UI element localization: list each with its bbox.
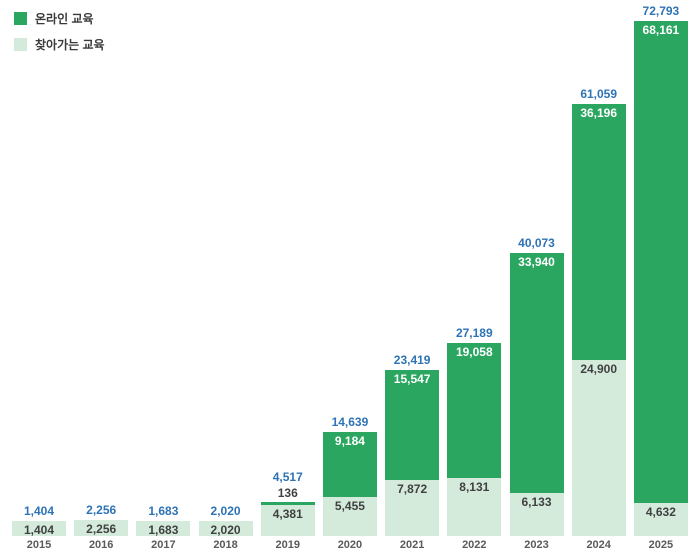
total-label-2016: 2,256 — [86, 503, 117, 517]
bar-2017: 1,683 — [136, 521, 191, 537]
bar-2023: 33,940 6,133 — [509, 253, 564, 536]
legend: 온라인 교육 찾아가는 교육 — [14, 10, 105, 53]
total-label-2025: 72,793 — [642, 4, 680, 18]
visiting-segment-label-2023: 6,133 — [521, 495, 552, 509]
x-axis-label-2025: 2025 — [648, 539, 674, 551]
bar-segment-online-2025: 68,161 — [633, 21, 688, 503]
x-axis: 2015 2016 2017 2018 2019 2020 2021 2022 2023 2024… — [0, 539, 700, 551]
bar-segment-visiting-2015: 1,404 — [12, 521, 66, 536]
bar-segment-visiting-2021: 7,872 — [385, 480, 440, 536]
online-segment-label-2025: 68,161 — [642, 23, 680, 37]
legend-label-visiting: 찾아가는 교육 — [35, 38, 105, 52]
bar-2022: 19,058 8,131 — [447, 343, 502, 536]
total-label-2024: 61,059 — [580, 87, 618, 101]
legend-item-visiting: 찾아가는 교육 — [14, 36, 105, 53]
total-label-2021: 23,419 — [393, 353, 431, 367]
bar-group-2021: 23,419 15,547 7,872 — [385, 353, 440, 536]
x-axis-label-2020: 2020 — [337, 539, 363, 551]
bar-2024: 36,196 24,900 — [571, 104, 626, 536]
visiting-segment-label-2022: 8,131 — [459, 480, 490, 494]
bar-group-2018: 2,020 2,020 — [198, 504, 253, 537]
bar-segment-online-2019 — [260, 502, 315, 505]
plot-area: 1,404 1,404 2,256 2,256 1,683 1,683 2,020 2,020… — [12, 4, 688, 537]
bar-2021: 15,547 7,872 — [385, 370, 440, 536]
bar-segment-online-2024: 36,196 — [571, 104, 626, 360]
bar-segment-visiting-2017: 1,683 — [136, 521, 191, 537]
x-axis-label-2023: 2023 — [524, 539, 549, 551]
total-label-2020: 14,639 — [331, 415, 369, 429]
x-axis-label-2022: 2022 — [462, 539, 487, 551]
x-axis-label-2017: 2017 — [151, 539, 176, 551]
bar-segment-visiting-2023: 6,133 — [509, 493, 564, 536]
bar-2025: 68,161 4,632 — [633, 21, 688, 536]
visiting-segment-label-2019: 4,381 — [272, 507, 303, 521]
x-axis-label-2024: 2024 — [586, 539, 611, 551]
bar-segment-visiting-2025: 4,632 — [633, 503, 688, 536]
bar-group-2016: 2,256 2,256 — [74, 503, 129, 536]
total-label-2022: 27,189 — [455, 326, 493, 340]
visiting-segment-label-2018: 2,020 — [210, 523, 241, 537]
visiting-segment-label-2015: 1,404 — [23, 523, 55, 537]
online-segment-label-2022: 19,058 — [455, 345, 493, 359]
x-axis-label-2015: 2015 — [26, 539, 52, 551]
bar-segment-visiting-2022: 8,131 — [447, 478, 502, 536]
online-segment-label-2020: 9,184 — [334, 434, 365, 448]
x-axis-label-2016: 2016 — [88, 539, 114, 551]
x-axis-label-2018: 2018 — [213, 539, 238, 551]
total-label-2018: 2,020 — [210, 504, 241, 518]
total-label-2019: 4,517 — [272, 470, 303, 484]
online-outside-label-2019: 136 — [277, 486, 298, 500]
bar-group-2020: 14,639 9,184 5,455 — [322, 415, 377, 536]
bar-group-2019: 4,517 136 4,381 — [260, 470, 315, 536]
x-axis-label-2021: 2021 — [399, 539, 425, 551]
total-label-2023: 40,073 — [518, 236, 555, 250]
bar-segment-visiting-2024: 24,900 — [571, 360, 626, 536]
bar-2016: 2,256 — [74, 520, 129, 536]
x-axis-label-2019: 2019 — [275, 539, 300, 551]
bar-segment-visiting-2019: 4,381 — [260, 505, 315, 536]
bar-2020: 9,184 5,455 — [322, 432, 377, 536]
bar-segment-visiting-2018: 2,020 — [198, 521, 253, 537]
bar-segment-visiting-2020: 5,455 — [322, 497, 377, 536]
bar-group-2017: 1,683 1,683 — [136, 504, 191, 537]
visiting-legend-swatch-icon — [14, 38, 27, 51]
total-label-2017: 1,683 — [148, 504, 179, 518]
visiting-segment-label-2021: 7,872 — [397, 482, 428, 496]
visiting-segment-label-2025: 4,632 — [645, 505, 676, 519]
online-segment-label-2024: 36,196 — [580, 106, 618, 120]
bar-segment-online-2022: 19,058 — [447, 343, 502, 478]
online-legend-swatch-icon — [14, 12, 27, 25]
bar-group-2025: 72,793 68,161 4,632 — [633, 4, 688, 536]
bar-segment-online-2023: 33,940 — [509, 253, 564, 493]
bar-group-2023: 40,073 33,940 6,133 — [509, 236, 564, 536]
bar-segment-online-2021: 15,547 — [385, 370, 440, 480]
visiting-segment-label-2020: 5,455 — [334, 499, 365, 513]
bar-segment-online-2020: 9,184 — [322, 432, 377, 497]
bar-group-2015: 1,404 1,404 — [12, 504, 66, 536]
bar-2019: 4,381 — [260, 502, 315, 536]
total-label-2015: 1,404 — [23, 504, 55, 518]
legend-item-online: 온라인 교육 — [14, 10, 105, 27]
online-segment-label-2021: 15,547 — [393, 372, 431, 386]
bar-segment-visiting-2016: 2,256 — [74, 520, 129, 536]
legend-label-online: 온라인 교육 — [35, 12, 94, 26]
visiting-segment-label-2017: 1,683 — [148, 523, 179, 537]
bar-2018: 2,020 — [198, 521, 253, 537]
online-segment-label-2023: 33,940 — [518, 255, 555, 269]
visiting-segment-label-2024: 24,900 — [580, 362, 618, 376]
bar-group-2022: 27,189 19,058 8,131 — [447, 326, 502, 536]
bar-group-2024: 61,059 36,196 24,900 — [571, 87, 626, 536]
bar-2015: 1,404 — [12, 521, 66, 536]
visiting-segment-label-2016: 2,256 — [86, 522, 117, 536]
